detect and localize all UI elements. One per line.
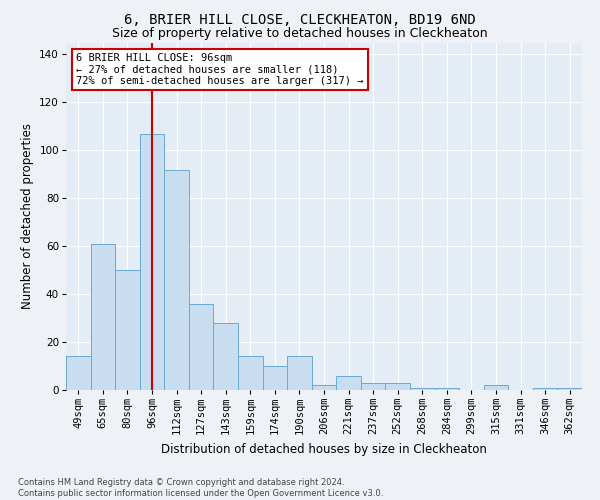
- Bar: [214, 323, 238, 390]
- Bar: [91, 244, 115, 390]
- Bar: [484, 385, 508, 390]
- Bar: [385, 383, 410, 390]
- Y-axis label: Number of detached properties: Number of detached properties: [21, 123, 34, 309]
- Bar: [533, 388, 557, 390]
- Bar: [287, 356, 312, 390]
- Bar: [312, 385, 336, 390]
- Bar: [263, 366, 287, 390]
- Bar: [189, 304, 214, 390]
- Bar: [557, 388, 582, 390]
- Bar: [361, 383, 385, 390]
- Bar: [164, 170, 189, 390]
- Bar: [66, 356, 91, 390]
- Text: 6 BRIER HILL CLOSE: 96sqm
← 27% of detached houses are smaller (118)
72% of semi: 6 BRIER HILL CLOSE: 96sqm ← 27% of detac…: [76, 53, 364, 86]
- Bar: [115, 270, 140, 390]
- Text: Contains HM Land Registry data © Crown copyright and database right 2024.
Contai: Contains HM Land Registry data © Crown c…: [18, 478, 383, 498]
- Text: 6, BRIER HILL CLOSE, CLECKHEATON, BD19 6ND: 6, BRIER HILL CLOSE, CLECKHEATON, BD19 6…: [124, 12, 476, 26]
- Bar: [410, 388, 434, 390]
- Bar: [336, 376, 361, 390]
- X-axis label: Distribution of detached houses by size in Cleckheaton: Distribution of detached houses by size …: [161, 443, 487, 456]
- Bar: [434, 388, 459, 390]
- Bar: [238, 356, 263, 390]
- Bar: [140, 134, 164, 390]
- Text: Size of property relative to detached houses in Cleckheaton: Size of property relative to detached ho…: [112, 28, 488, 40]
